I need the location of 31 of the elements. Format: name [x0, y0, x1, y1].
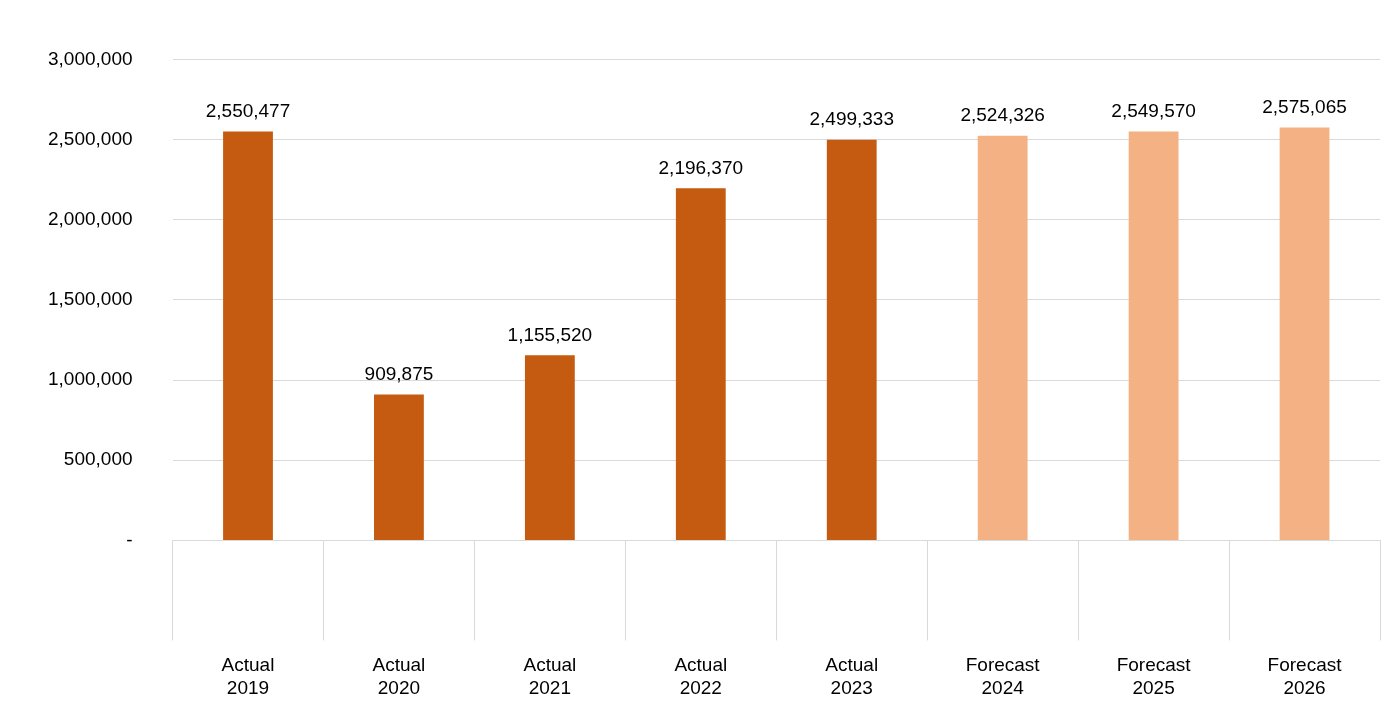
data-label: 2,196,370	[658, 156, 744, 178]
bar	[977, 135, 1028, 540]
x-tick-label: Forecast 2025	[1116, 654, 1192, 698]
data-label: 2,549,570	[1111, 100, 1196, 122]
bar	[1279, 127, 1330, 540]
x-tick-label: Forecast 2026	[1267, 654, 1343, 698]
y-tick-label: 1,000,000	[47, 368, 133, 390]
bar	[675, 188, 726, 540]
bar	[524, 355, 575, 540]
y-tick-label: 2,000,000	[47, 207, 133, 229]
bar	[374, 394, 424, 540]
x-tick-label: Actual 2020	[372, 654, 426, 698]
data-label: 2,575,065	[1262, 96, 1347, 118]
x-tick-label: Actual 2021	[523, 654, 577, 698]
x-tick-label: Actual 2019	[221, 654, 275, 698]
bar	[223, 131, 273, 540]
y-tick-label: 3,000,000	[47, 47, 133, 69]
y-tick-label: -	[126, 528, 133, 550]
y-tick-label: 2,500,000	[47, 127, 133, 149]
data-label: 2,499,333	[809, 108, 894, 130]
y-tick-label: 1,500,000	[47, 288, 133, 310]
x-tick-label: Actual 2022	[674, 654, 728, 698]
bar	[826, 139, 877, 540]
x-tick-label: Actual 2023	[825, 654, 879, 698]
data-label: 1,155,520	[507, 323, 593, 345]
data-label: 909,875	[364, 363, 434, 385]
data-label: 2,550,477	[205, 100, 291, 122]
y-tick-label: 500,000	[63, 448, 133, 470]
x-tick-label: Forecast 2024	[965, 654, 1041, 698]
data-label: 2,524,326	[960, 104, 1045, 126]
bar	[1128, 131, 1179, 540]
